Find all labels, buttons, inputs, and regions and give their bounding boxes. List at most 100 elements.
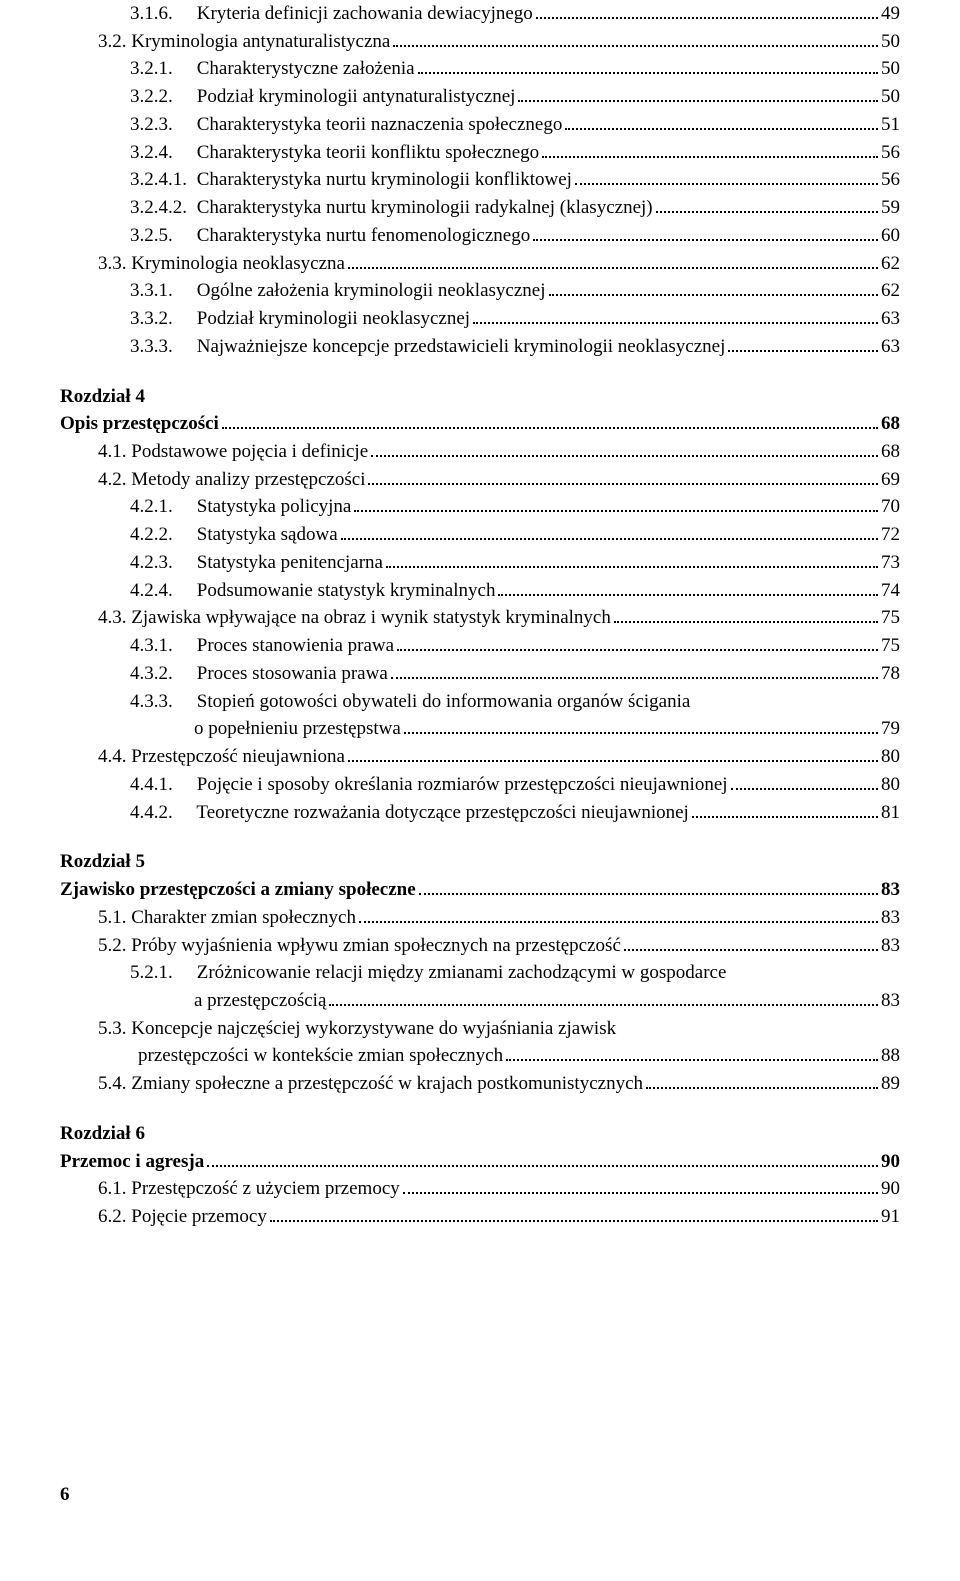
toc-entry-number: 6.1. <box>98 1175 127 1203</box>
toc-entry-number: 4.2.3. <box>130 549 192 577</box>
toc-entry: 5.3. Koncepcje najczęściej wykorzystywan… <box>60 1015 900 1043</box>
toc-leader-dots <box>549 294 879 296</box>
toc-entry: 3.3.2. Podział kryminologii neoklasyczne… <box>60 305 900 333</box>
toc-entry: 4.1. Podstawowe pojęcia i definicje 68 <box>60 438 900 466</box>
toc-entry-title: 3.3.3. Najważniejsze koncepcje przedstaw… <box>130 333 725 361</box>
toc-entry: 3.2.3. Charakterystyka teorii naznaczeni… <box>60 111 900 139</box>
toc-page-number: 63 <box>881 333 900 361</box>
toc-leader-dots <box>731 788 878 790</box>
toc-entry-title: 5.1. Charakter zmian społecznych <box>98 904 356 932</box>
toc-leader-dots <box>222 427 878 429</box>
toc-entry-number: 3.3.2. <box>130 305 192 333</box>
toc-entry-number: 3.2.5. <box>130 222 192 250</box>
toc-entry-number: 3.2.1. <box>130 55 192 83</box>
toc-entry: 5.4. Zmiany społeczne a przestępczość w … <box>60 1070 900 1098</box>
toc-entry-title: Rozdział 4 <box>60 383 145 411</box>
toc-page-number: 79 <box>881 715 900 743</box>
toc-entry: 5.2.1. Zróżnicowanie relacji między zmia… <box>60 959 900 987</box>
toc-entry: Przemoc i agresja90 <box>60 1148 900 1176</box>
toc-leader-dots <box>348 267 878 269</box>
toc-leader-dots <box>393 45 878 47</box>
toc-page-number: 56 <box>881 139 900 167</box>
toc-entry-title: 4.3. Zjawiska wpływające na obraz i wyni… <box>98 604 611 632</box>
toc-entry: 3.2.4. Charakterystyka teorii konfliktu … <box>60 139 900 167</box>
toc-leader-dots <box>624 949 878 951</box>
toc-entry-number: 4.4. <box>98 743 127 771</box>
toc-entry-title: przestępczości w kontekście zmian społec… <box>138 1042 503 1070</box>
toc-entry: 3.3.3. Najważniejsze koncepcje przedstaw… <box>60 333 900 361</box>
toc-entry-title: 4.3.1. Proces stanowienia prawa <box>130 632 394 660</box>
toc-entry-title: 3.2.4.1. Charakterystyka nurtu kryminolo… <box>130 166 572 194</box>
toc-entry: Zjawisko przestępczości a zmiany społecz… <box>60 876 900 904</box>
toc-entry-title: 4.2.1. Statystyka policyjna <box>130 493 351 521</box>
toc-entry: 4.2.3. Statystyka penitencjarna73 <box>60 549 900 577</box>
toc-entry-number: 3.2.3. <box>130 111 192 139</box>
toc-entry: 3.2.4.1. Charakterystyka nurtu kryminolo… <box>60 166 900 194</box>
chapter-heading: Rozdział 5 <box>60 848 900 876</box>
table-of-contents: 3.1.6. Kryteria definicji zachowania dew… <box>60 0 900 1231</box>
toc-page-number: 59 <box>881 194 900 222</box>
toc-page-number: 62 <box>881 250 900 278</box>
toc-entry-title: 4.1. Podstawowe pojęcia i definicje <box>98 438 368 466</box>
toc-entry-number: 3.2.4.2. <box>130 194 192 222</box>
toc-entry-title: 4.4.1. Pojęcie i sposoby określania rozm… <box>130 771 728 799</box>
toc-page-number: 69 <box>881 466 900 494</box>
toc-page-number: 73 <box>881 549 900 577</box>
toc-leader-dots <box>397 649 878 651</box>
toc-page-number: 68 <box>881 438 900 466</box>
toc-page-number: 83 <box>881 904 900 932</box>
toc-leader-dots <box>270 1220 878 1222</box>
toc-entry: Opis przestępczości68 <box>60 410 900 438</box>
toc-entry: 3.1.6. Kryteria definicji zachowania dew… <box>60 0 900 28</box>
toc-entry-number: 4.3.3. <box>130 688 192 716</box>
toc-entry-title: 3.3.1. Ogólne założenia kryminologii neo… <box>130 277 546 305</box>
toc-entry-number: 3.2.4.1. <box>130 166 192 194</box>
toc-entry-continuation: a przestępczością83 <box>60 987 900 1015</box>
toc-entry-number: 4.2.2. <box>130 521 192 549</box>
section-gap <box>60 826 900 848</box>
toc-page-number: 89 <box>881 1070 900 1098</box>
toc-page-number: 88 <box>881 1042 900 1070</box>
toc-leader-dots <box>614 621 878 623</box>
toc-entry: 4.3.3. Stopień gotowości obywateli do in… <box>60 688 900 716</box>
toc-page-number: 70 <box>881 493 900 521</box>
toc-entry-title: 3.2.1. Charakterystyczne założenia <box>130 55 415 83</box>
toc-leader-dots <box>341 538 878 540</box>
toc-entry-title: 4.3.3. Stopień gotowości obywateli do in… <box>130 688 690 716</box>
toc-entry-title: 4.2.2. Statystyka sądowa <box>130 521 338 549</box>
toc-leader-dots <box>329 1004 878 1006</box>
toc-leader-dots <box>533 239 878 241</box>
toc-entry-title: 4.2. Metody analizy przestępczości <box>98 466 365 494</box>
toc-leader-dots <box>418 72 878 74</box>
toc-entry: 4.3.2. Proces stosowania prawa78 <box>60 660 900 688</box>
toc-entry: 4.4. Przestępczość nieujawniona80 <box>60 743 900 771</box>
toc-entry: 4.3. Zjawiska wpływające na obraz i wyni… <box>60 604 900 632</box>
toc-page-number: 83 <box>881 932 900 960</box>
toc-page-number: 75 <box>881 604 900 632</box>
toc-entry-number: 5.1. <box>98 904 127 932</box>
toc-entry-title: 5.4. Zmiany społeczne a przestępczość w … <box>98 1070 643 1098</box>
toc-page-number: 83 <box>881 876 900 904</box>
toc-entry-title: 3.2.4. Charakterystyka teorii konfliktu … <box>130 139 539 167</box>
toc-entry: 3.3.1. Ogólne założenia kryminologii neo… <box>60 277 900 305</box>
toc-leader-dots <box>518 100 878 102</box>
toc-page-number: 75 <box>881 632 900 660</box>
toc-entry-number: 4.2.1. <box>130 493 192 521</box>
toc-entry-title: 6.2. Pojęcie przemocy <box>98 1203 267 1231</box>
toc-entry-number: 4.3.1. <box>130 632 192 660</box>
toc-page-number: 80 <box>881 743 900 771</box>
toc-entry: 4.2.2. Statystyka sądowa72 <box>60 521 900 549</box>
toc-page-number: 90 <box>881 1175 900 1203</box>
toc-entry: 3.3. Kryminologia neoklasyczna62 <box>60 250 900 278</box>
toc-entry-number: 3.2. <box>98 28 127 56</box>
toc-entry-title: 3.1.6. Kryteria definicji zachowania dew… <box>130 0 533 28</box>
toc-entry: 3.2.4.2. Charakterystyka nurtu kryminolo… <box>60 194 900 222</box>
toc-entry-number: 4.2. <box>98 466 127 494</box>
toc-page-number: 51 <box>881 111 900 139</box>
toc-entry-number: 3.2.4. <box>130 139 192 167</box>
toc-leader-dots <box>498 594 878 596</box>
toc-entry-number: 4.1. <box>98 438 127 466</box>
toc-leader-dots <box>348 760 878 762</box>
toc-entry-title: Rozdział 6 <box>60 1120 145 1148</box>
toc-leader-dots <box>386 566 878 568</box>
